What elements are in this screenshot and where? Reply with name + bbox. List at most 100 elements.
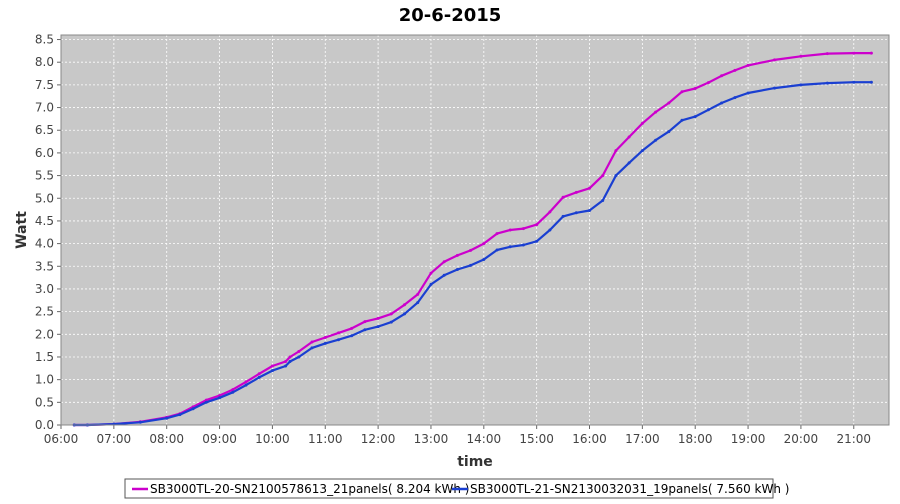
- x-tick-label: 07:00: [97, 432, 132, 446]
- series-2-point: [323, 341, 327, 345]
- y-tick-label: 7.0: [35, 101, 54, 115]
- series-2-point: [627, 161, 631, 165]
- series-2-point: [706, 108, 710, 112]
- series-1-point: [218, 394, 222, 397]
- series-1-point: [561, 195, 565, 199]
- series-1-point: [389, 312, 393, 316]
- series-1-point: [693, 87, 697, 90]
- series-1-point: [627, 135, 631, 139]
- y-tick-label: 3.0: [35, 282, 54, 296]
- series-2-point: [535, 239, 539, 243]
- series-2-point: [403, 312, 406, 316]
- grid: [60, 35, 889, 426]
- series-2-point: [363, 328, 367, 332]
- series-1-point: [482, 242, 486, 246]
- legend-box: [124, 478, 774, 499]
- series-1-point: [654, 110, 658, 114]
- series-1-point: [257, 372, 261, 376]
- series-1-point: [337, 331, 340, 335]
- series-2-point: [469, 263, 473, 267]
- series-1-point: [720, 74, 724, 78]
- series-1-point: [640, 121, 644, 125]
- series-2-point: [284, 364, 288, 368]
- series-1-point: [667, 101, 671, 105]
- x-tick-label: 16:00: [572, 432, 607, 446]
- series-2-point: [165, 416, 169, 420]
- axes: 0.0 0.5 1.0 1.5 2.0 2.5 3.0 3.5 4.0 4.5 5.0 5.5 6.0 6…: [35, 33, 871, 446]
- series-2-point: [693, 115, 697, 119]
- y-tick-label: 1.5: [35, 350, 54, 364]
- series-1-point: [429, 271, 433, 275]
- x-tick-label: 21:00: [836, 432, 871, 446]
- y-tick-label: 5.5: [35, 169, 54, 183]
- series-2-point: [416, 301, 420, 305]
- y-tick-label: 8.0: [35, 55, 54, 69]
- series-2-point: [442, 273, 446, 277]
- series-2-point: [601, 199, 605, 202]
- series-1-point: [495, 232, 499, 236]
- series-1-point: [614, 149, 618, 153]
- series-1-point: [310, 340, 314, 344]
- x-tick-label: 18:00: [678, 432, 713, 446]
- legend-label-1: SB3000TL-20-SN2100578613_21panels( 8.204…: [150, 482, 469, 496]
- series-1-point: [416, 292, 420, 296]
- series-1-point: [680, 90, 684, 94]
- series-2-point: [429, 282, 433, 286]
- y-tick-label: 3.5: [35, 259, 54, 273]
- series-1-point: [588, 186, 591, 190]
- series-1-point: [869, 51, 873, 55]
- series-2-point: [244, 383, 248, 387]
- series-1-point: [574, 190, 578, 194]
- series-2-point: [257, 375, 261, 379]
- x-tick-label: 19:00: [731, 432, 766, 446]
- series-1-point: [363, 320, 367, 324]
- series-1-point: [455, 253, 459, 257]
- x-tick-label: 20:00: [784, 432, 819, 446]
- x-tick-label: 17:00: [625, 432, 660, 446]
- series-1-point: [204, 398, 208, 402]
- series-1-point: [852, 51, 856, 55]
- legend: SB3000TL-20-SN2100578613_21panels( 8.204…: [124, 478, 789, 499]
- series-2-point: [720, 101, 724, 105]
- series-2-point: [337, 338, 340, 342]
- series-2-point: [204, 400, 208, 404]
- series-2-point: [654, 138, 658, 142]
- series-1-point: [521, 227, 525, 231]
- y-tick-label: 2.5: [35, 305, 54, 319]
- series-2-point: [680, 118, 684, 122]
- series-1-point: [548, 210, 552, 214]
- y-tick-label: 0.0: [35, 418, 54, 432]
- series-group: [72, 51, 873, 427]
- series-2-point: [869, 80, 873, 84]
- x-tick-label: 15:00: [519, 432, 554, 446]
- series-2-point: [508, 245, 512, 249]
- series-2-point: [376, 325, 380, 329]
- series-1-point: [403, 303, 406, 307]
- series-1-point: [601, 174, 605, 178]
- series-2-point: [614, 174, 618, 178]
- series-1-point: [350, 326, 354, 330]
- y-tick-label: 8.5: [35, 33, 54, 47]
- series-2-point: [389, 320, 393, 324]
- y-tick-label: 7.5: [35, 78, 54, 92]
- series-2-point: [231, 390, 235, 394]
- series-2-point: [350, 334, 354, 338]
- x-tick-label: 11:00: [308, 432, 343, 446]
- series-2-point: [852, 80, 856, 84]
- series-2-point: [733, 96, 737, 100]
- series-2-point: [310, 346, 314, 350]
- x-tick-label: 14:00: [467, 432, 502, 446]
- y-tick-label: 1.0: [35, 373, 54, 387]
- y-tick-label: 4.0: [35, 237, 54, 251]
- series-2-point: [588, 209, 591, 212]
- series-1-point: [376, 316, 380, 320]
- series-2-point: [218, 396, 222, 400]
- series-1-point: [231, 388, 235, 392]
- y-tick-label: 2.0: [35, 327, 54, 341]
- series-2-point: [773, 86, 776, 90]
- series-1-point: [773, 58, 776, 62]
- series-2-point: [521, 243, 525, 247]
- series-2-point: [455, 268, 459, 271]
